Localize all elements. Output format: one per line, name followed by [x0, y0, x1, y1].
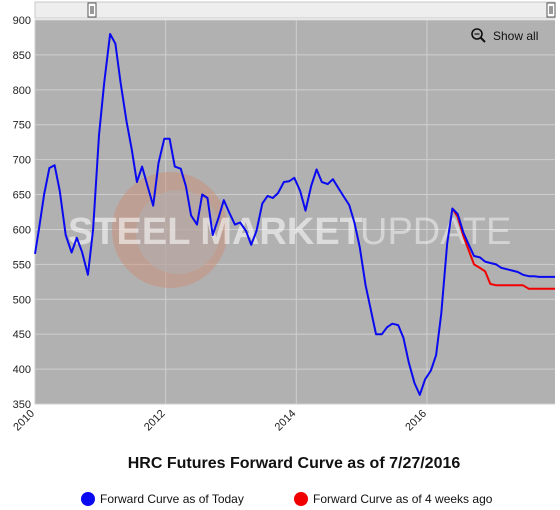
legend-label-4-weeks-ago: Forward Curve as of 4 weeks ago — [313, 492, 493, 506]
gridlines — [34, 19, 555, 405]
y-tick-label: 750 — [13, 120, 31, 132]
x-tick-label: 2016 — [403, 408, 429, 434]
y-tick-label: 500 — [13, 294, 31, 306]
series-line-today[interactable] — [34, 33, 555, 396]
x-tick-label: 2010 — [11, 408, 37, 434]
series-layer — [34, 33, 555, 396]
range-navigator[interactable] — [34, 1, 556, 19]
watermark-logo: STEEL MARKET UPDATE — [68, 172, 511, 288]
y-tick-label: 900 — [13, 15, 31, 27]
legend-marker-today — [81, 492, 95, 506]
y-tick-label: 350 — [13, 399, 31, 411]
show-all-label: Show all — [493, 29, 538, 43]
chart-title: HRC Futures Forward Curve as of 7/27/201… — [128, 455, 461, 472]
y-tick-label: 850 — [13, 50, 31, 62]
legend-label-today: Forward Curve as of Today — [100, 492, 244, 506]
navigator-left-handle[interactable] — [87, 2, 97, 18]
navigator-right-handle[interactable] — [546, 2, 556, 18]
y-tick-label: 800 — [13, 85, 31, 97]
watermark-update: UPDATE — [360, 211, 511, 253]
show-all-button[interactable]: Show all — [471, 28, 538, 43]
y-tick-label: 700 — [13, 155, 31, 167]
series-line-4-weeks-ago[interactable] — [451, 207, 555, 290]
y-tick-label: 650 — [13, 190, 31, 202]
x-tick-label: 2014 — [273, 408, 299, 434]
legend-item-4-weeks-ago[interactable]: Forward Curve as of 4 weeks ago — [294, 492, 493, 506]
y-tick-label: 550 — [13, 259, 31, 271]
legend: Forward Curve as of Today Forward Curve … — [81, 492, 493, 506]
y-tick-label: 450 — [13, 329, 31, 341]
legend-item-today[interactable]: Forward Curve as of Today — [81, 492, 244, 506]
y-tick-label: 600 — [13, 224, 31, 236]
x-axis: 2010 2012 2014 2016 — [11, 408, 429, 434]
x-tick-label: 2012 — [142, 408, 168, 434]
watermark-steel-market: STEEL MARKET — [68, 211, 363, 253]
y-axis: 350 400 450 500 550 600 650 700 750 800 850 900 — [13, 15, 31, 411]
magnifier-icon — [471, 28, 486, 43]
legend-marker-4-weeks-ago — [294, 492, 308, 506]
y-tick-label: 400 — [13, 364, 31, 376]
